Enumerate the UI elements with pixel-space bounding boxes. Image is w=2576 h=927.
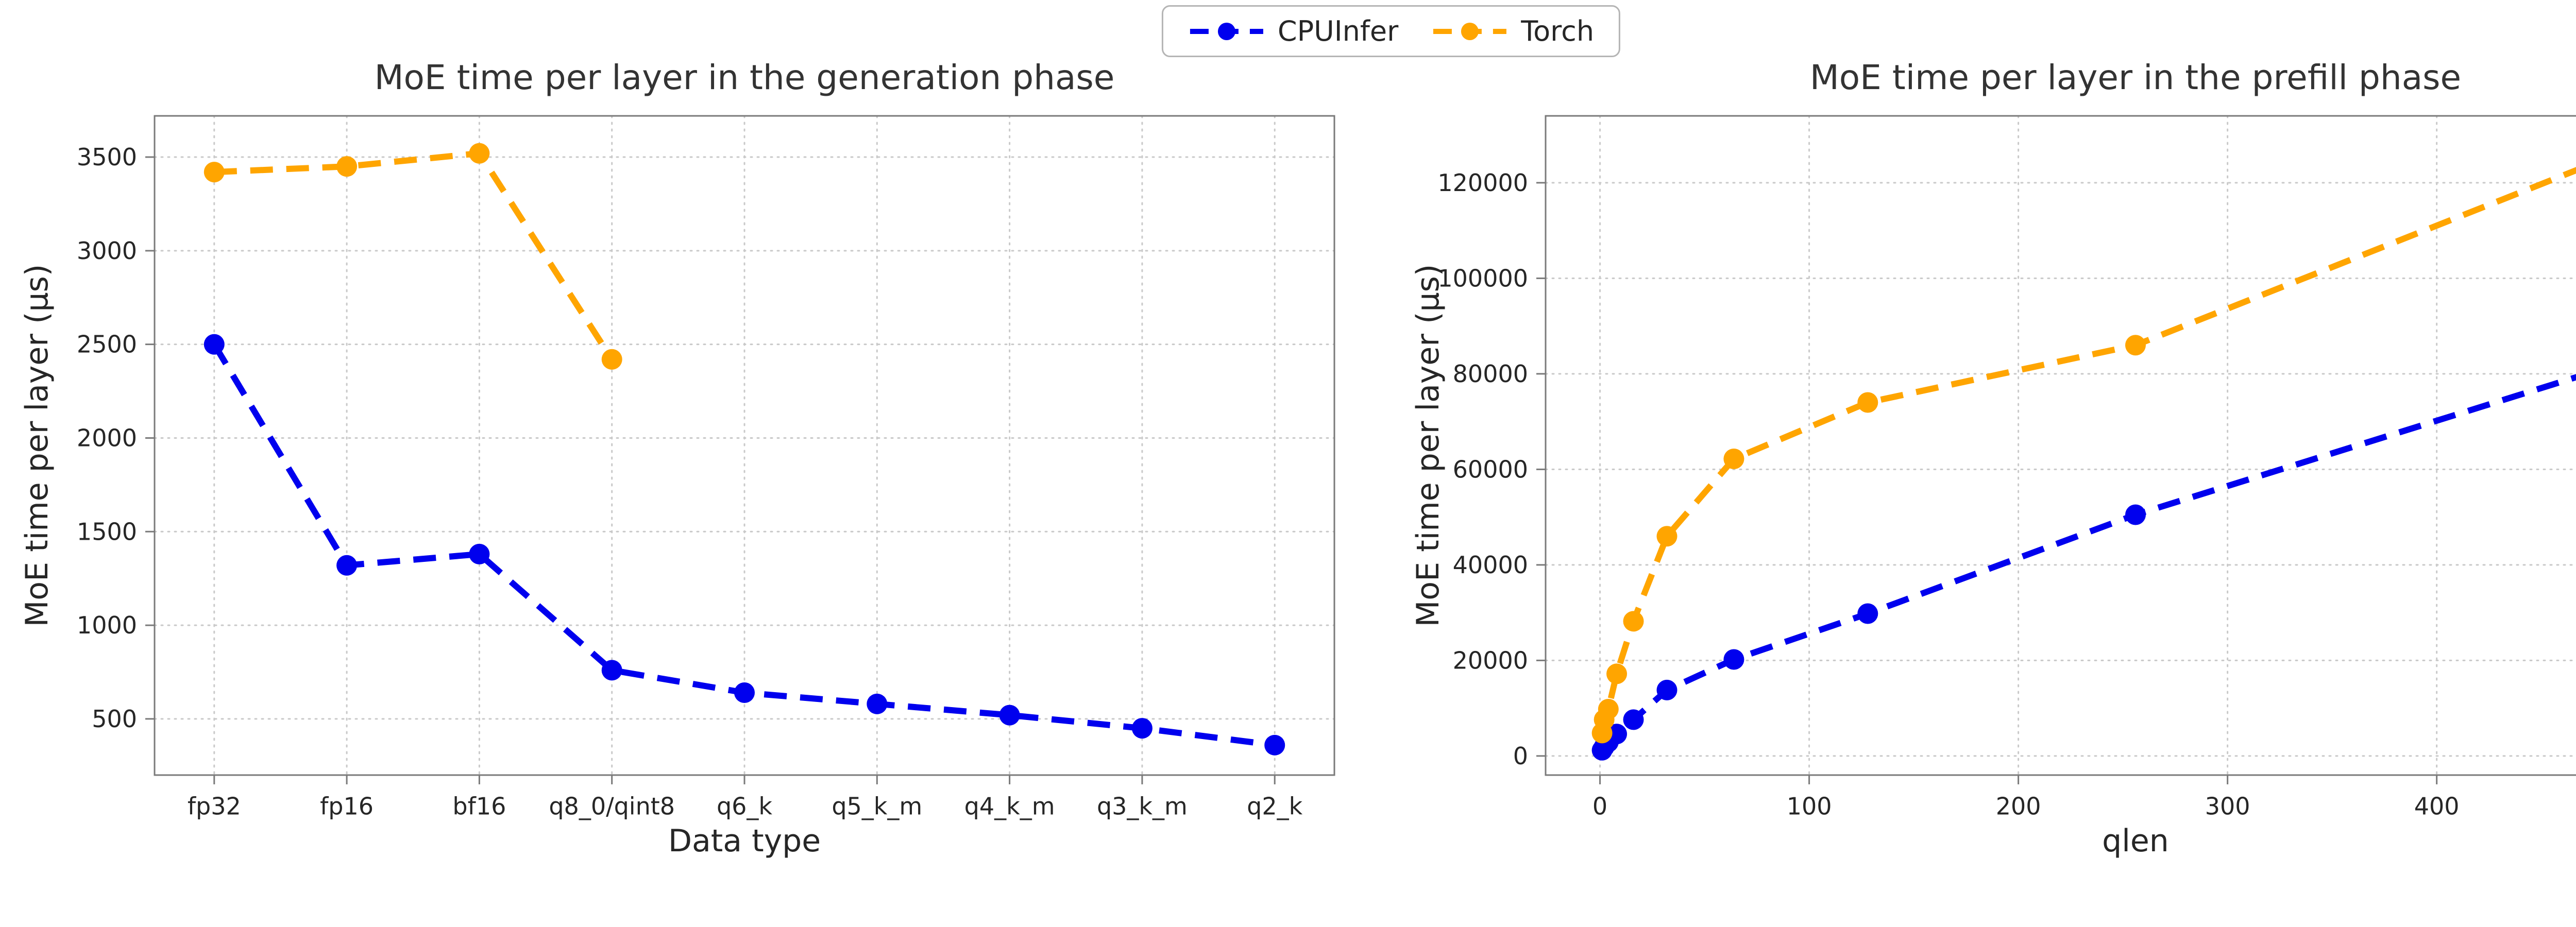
legend-label: CPUInfer xyxy=(1277,15,1399,47)
chart-title: MoE time per layer in the generation pha… xyxy=(374,58,1115,97)
x-tick-label: 0 xyxy=(1592,792,1607,820)
data-point-torch xyxy=(1623,611,1644,632)
y-tick-label: 80000 xyxy=(1453,360,1528,388)
data-point-torch xyxy=(601,349,622,370)
series-line-cpuinfer xyxy=(1599,374,2576,752)
series-line-torch xyxy=(1599,167,2576,734)
data-point-cpuinfer xyxy=(999,705,1020,726)
y-tick-label: 3000 xyxy=(77,237,137,265)
data-point-cpuinfer xyxy=(2125,504,2146,525)
x-tick-label: q8_0/qint8 xyxy=(549,792,675,820)
data-point-torch xyxy=(1857,392,1878,413)
plot-border xyxy=(1545,115,2576,776)
legend: CPUInfer Torch xyxy=(1161,5,1621,57)
data-point-cpuinfer xyxy=(1656,679,1677,700)
data-point-cpuinfer xyxy=(1723,649,1744,670)
y-tick-label: 100000 xyxy=(1437,264,1528,292)
y-tick-label: 1500 xyxy=(77,518,137,545)
data-point-cpuinfer xyxy=(1623,709,1644,730)
chart-generation-phase: MoE time per layer in the generation pha… xyxy=(19,58,1335,859)
data-point-cpuinfer xyxy=(1606,724,1628,745)
data-point-cpuinfer xyxy=(469,543,490,564)
data-point-torch xyxy=(336,156,358,177)
prefill-plot-svg: 0100200300400500020000400006000080000100… xyxy=(1437,115,2576,820)
x-axis-label: Data type xyxy=(668,823,821,859)
y-tick-label: 120000 xyxy=(1437,169,1528,197)
data-point-cpuinfer xyxy=(734,682,755,703)
x-axis-label: qlen xyxy=(2102,823,2169,859)
data-point-torch xyxy=(1656,526,1677,547)
legend-line-marker-icon xyxy=(1190,22,1263,40)
x-tick-label: q6_k xyxy=(717,792,772,820)
legend-item-cpuinfer: CPUInfer xyxy=(1188,15,1398,47)
x-tick-label: 400 xyxy=(2414,792,2460,820)
generation-plot-svg: fp32 fp16 bf16 q8_0/qint8 q6_k q5_k_m q4_k_m q3… xyxy=(77,115,1335,820)
y-tick-label: 2000 xyxy=(77,424,137,452)
data-point-torch xyxy=(204,162,225,183)
y-tick-label: 60000 xyxy=(1453,455,1528,483)
y-tick-label: 2500 xyxy=(77,331,137,358)
y-tick-label: 500 xyxy=(92,705,137,733)
x-tick-label: 200 xyxy=(1996,792,2041,820)
data-point-cpuinfer xyxy=(1264,734,1285,756)
y-tick-label: 40000 xyxy=(1453,551,1528,579)
data-point-cpuinfer xyxy=(1131,718,1153,739)
x-tick-label: q5_k_m xyxy=(832,792,922,820)
x-tick-label: 300 xyxy=(2205,792,2250,820)
data-point-torch xyxy=(469,143,490,164)
data-point-cpuinfer xyxy=(336,555,358,576)
chart-prefill-phase: MoE time per layer in the prefill phase … xyxy=(1391,0,2576,927)
data-point-torch xyxy=(1606,663,1628,684)
x-tick-label: fp32 xyxy=(188,792,241,820)
y-tick-label: 20000 xyxy=(1453,646,1528,674)
x-tick-label: q2_k xyxy=(1247,792,1302,820)
chart-title: MoE time per layer in the prefill phase xyxy=(1809,58,2462,97)
x-tick-label: q4_k_m xyxy=(964,792,1055,820)
data-point-torch xyxy=(1723,448,1744,469)
data-point-cpuinfer xyxy=(867,693,888,714)
legend-label: Torch xyxy=(1521,15,1595,47)
x-tick-label: 100 xyxy=(1787,792,1832,820)
data-point-torch xyxy=(1598,699,1619,719)
legend-line-marker-icon xyxy=(1433,22,1507,40)
data-point-cpuinfer xyxy=(601,660,622,681)
y-tick-label: 0 xyxy=(1513,742,1528,770)
x-tick-label: bf16 xyxy=(452,792,506,820)
data-point-torch xyxy=(2125,335,2146,356)
x-tick-label: q3_k_m xyxy=(1097,792,1188,820)
legend-item-torch: Torch xyxy=(1431,15,1594,47)
data-point-cpuinfer xyxy=(1857,603,1878,624)
series-line-torch xyxy=(214,150,615,361)
x-tick-label: fp16 xyxy=(320,792,374,820)
y-tick-label: 3500 xyxy=(77,143,137,171)
y-tick-label: 1000 xyxy=(77,611,137,639)
data-point-cpuinfer xyxy=(204,334,225,355)
